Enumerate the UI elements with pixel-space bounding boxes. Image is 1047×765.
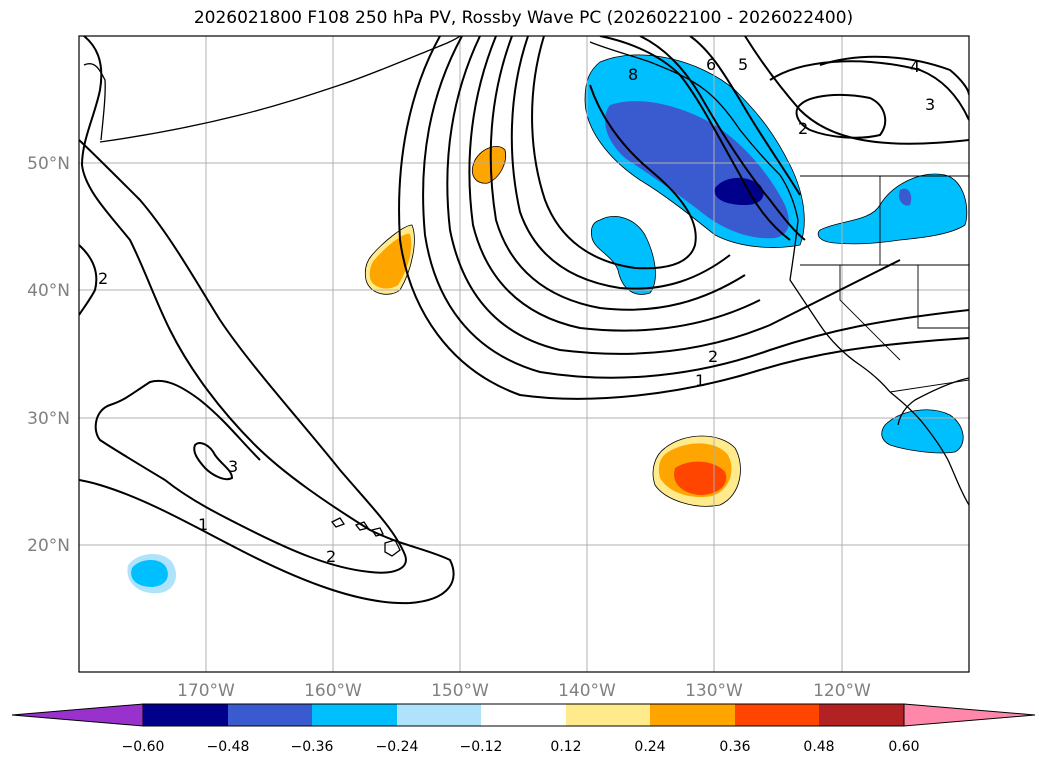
contour-label: 2 [798, 119, 808, 138]
coastlines [83, 36, 969, 557]
contour-label: 1 [198, 515, 208, 534]
coast-baja [889, 391, 969, 506]
graticule [79, 36, 969, 672]
colorbar-segment [312, 704, 397, 726]
positive-anomaly-subtropical-core [674, 461, 727, 495]
contour-closed-ridge [795, 93, 887, 139]
lat-label: 20°N [27, 536, 70, 556]
pv-contours [79, 36, 969, 605]
contour-label: 2 [708, 347, 718, 366]
lon-label: 160°W [304, 681, 362, 701]
contour-label: 8 [628, 65, 638, 84]
lat-label: 50°N [27, 154, 70, 174]
contour-labels: 2 2 1 2 1 3 2 3 4 5 6 8 [98, 55, 935, 566]
map-title: 2026021800 F108 250 hPa PV, Rossby Wave … [193, 8, 854, 28]
lat-label: 40°N [27, 281, 70, 301]
lon-label: 170°W [177, 681, 235, 701]
colorbar-extend-low [11, 703, 144, 727]
contour-label: 3 [228, 457, 238, 476]
contour-closed-small [193, 442, 234, 481]
negative-anomaly-peak [714, 177, 764, 205]
contour-label: 2 [326, 547, 336, 566]
colorbar-tick-label: 0.48 [803, 739, 834, 755]
colorbar-tick-label: 0.60 [888, 739, 919, 755]
colorbar-segment [819, 704, 904, 726]
colorbar-tick-label: 0.36 [719, 739, 750, 755]
negative-anomaly-hawaii-core [131, 559, 168, 587]
contour-label: 5 [738, 55, 748, 74]
coast-hawaii-3 [370, 527, 384, 537]
colorbar-segment [143, 704, 228, 726]
colorbar: −0.60 −0.48 −0.36 −0.24 −0.12 0.12 0.24 … [11, 703, 1036, 755]
shaded-anomalies [127, 54, 968, 594]
colorbar-segment [481, 704, 566, 726]
colorbar-tick-label: −0.48 [207, 739, 250, 755]
coast-alaska-north [83, 63, 106, 141]
contour-label: 4 [910, 57, 920, 76]
coast-west-us [789, 219, 891, 393]
negative-anomaly-inland-dot [898, 188, 912, 206]
contour-label: 2 [98, 269, 108, 288]
colorbar-tick-label: −0.12 [460, 739, 503, 755]
colorbar-segment [566, 704, 650, 726]
colorbar-tick-label: 0.24 [634, 739, 665, 755]
contour-label: 3 [925, 95, 935, 114]
colorbar-tick-label: −0.60 [122, 739, 165, 755]
map-panel: 2 2 1 2 1 3 2 3 4 5 6 8 [79, 36, 969, 672]
lon-label: 150°W [431, 681, 489, 701]
colorbar-extend-high [903, 703, 1036, 727]
colorbar-segment [397, 704, 481, 726]
contour-label: 6 [706, 55, 716, 74]
political-borders [800, 175, 969, 393]
negative-anomaly-baja [881, 409, 964, 454]
lon-label: 120°W [813, 681, 871, 701]
map-frame [78, 35, 970, 673]
colorbar-segment [735, 704, 819, 726]
longitude-labels: 170°W 160°W 150°W 140°W 130°W 120°W [177, 681, 871, 701]
colorbar-segment [650, 704, 735, 726]
negative-anomaly-offshore [591, 216, 656, 295]
latitude-labels: 50°N 40°N 30°N 20°N [27, 154, 70, 556]
colorbar-tick-label: −0.36 [291, 739, 334, 755]
lon-label: 140°W [558, 681, 616, 701]
lon-label: 130°W [685, 681, 743, 701]
colorbar-tick-label: 0.12 [550, 739, 581, 755]
lat-label: 30°N [27, 409, 70, 429]
coast-alaska-gulf [589, 41, 799, 221]
colorbar-tick-label: −0.24 [376, 739, 419, 755]
colorbar-segment [228, 704, 312, 726]
coast-hawaii-1 [330, 517, 345, 528]
contour-label: 1 [695, 371, 705, 390]
